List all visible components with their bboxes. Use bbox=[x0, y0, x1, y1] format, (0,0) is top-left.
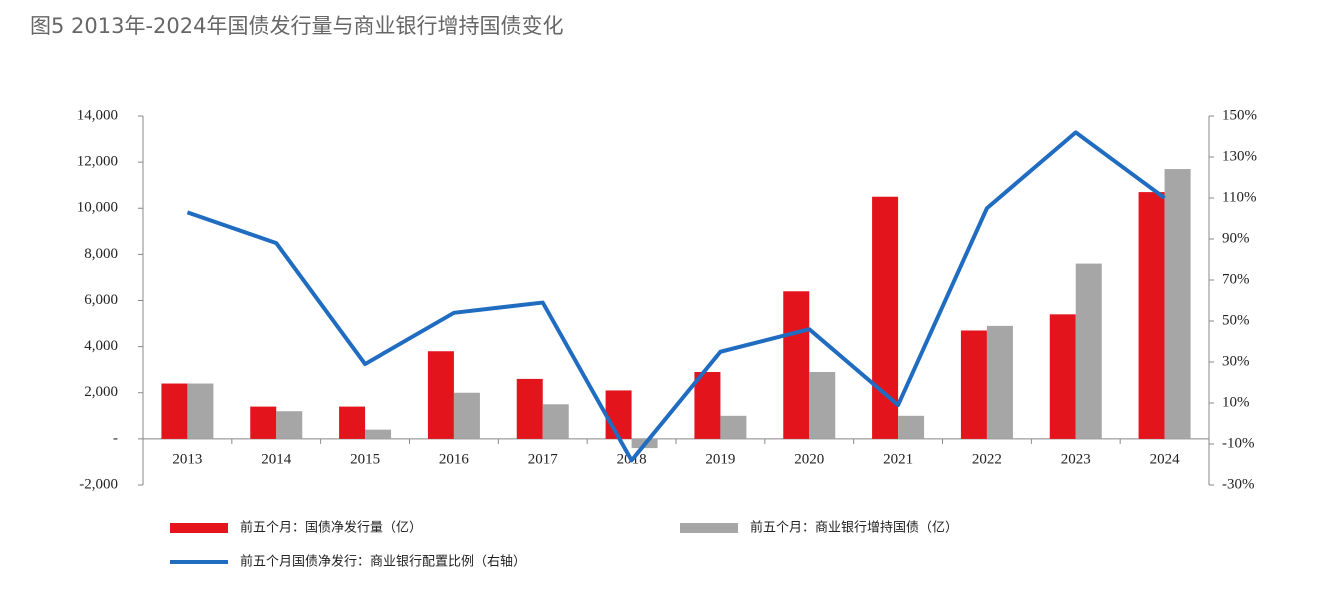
bar bbox=[250, 406, 277, 439]
legend-label: 前五个月：国债净发行量（亿） bbox=[240, 520, 422, 536]
chart-title: 图5 2013年-2024年国债发行量与商业银行增持国债变化 bbox=[30, 14, 564, 38]
bar bbox=[276, 411, 303, 439]
y2-tick-label: 10% bbox=[1222, 394, 1250, 410]
bar bbox=[365, 429, 392, 439]
line bbox=[186, 130, 1166, 463]
legend-label: 前五个月：商业银行增持国债（亿） bbox=[750, 520, 958, 536]
bar bbox=[161, 383, 188, 439]
y2-tick-label: 50% bbox=[1222, 312, 1250, 328]
x-tick-label: 2015 bbox=[350, 451, 380, 467]
bar bbox=[783, 291, 810, 439]
bar bbox=[605, 390, 632, 439]
bar bbox=[986, 325, 1013, 439]
y-tick-label: - bbox=[113, 430, 118, 446]
x-tick-label: 2019 bbox=[705, 451, 735, 467]
x-tick-label: 2013 bbox=[172, 451, 202, 467]
x-tick-label: 2024 bbox=[1150, 451, 1181, 467]
y2-tick-label: 30% bbox=[1222, 353, 1250, 369]
bar bbox=[960, 330, 987, 439]
bar bbox=[898, 415, 925, 439]
y2-tick-label: 110% bbox=[1222, 189, 1256, 205]
y-tick-label: 12,000 bbox=[77, 154, 118, 170]
y-tick-label: 4,000 bbox=[84, 338, 118, 354]
y2-tick-label: 90% bbox=[1222, 230, 1250, 246]
y2-tick-label: 70% bbox=[1222, 271, 1250, 287]
x-tick-label: 2021 bbox=[883, 451, 913, 467]
bar bbox=[339, 406, 366, 439]
x-tick-label: 2014 bbox=[261, 451, 292, 467]
y-tick-label: 8,000 bbox=[84, 246, 118, 262]
legend-swatch bbox=[170, 523, 228, 533]
x-tick-label: 2017 bbox=[528, 451, 559, 467]
legend-label: 前五个月国债净发行：商业银行配置比例（右轴） bbox=[240, 554, 526, 570]
x-tick-label: 2022 bbox=[972, 451, 1002, 467]
y2-tick-label: 130% bbox=[1222, 148, 1257, 164]
bar bbox=[872, 196, 899, 439]
bar bbox=[1075, 263, 1102, 439]
x-tick-label: 2016 bbox=[439, 451, 470, 467]
y-tick-label: 10,000 bbox=[77, 200, 118, 216]
legend-swatch bbox=[680, 523, 738, 533]
bar bbox=[1138, 192, 1165, 439]
y-tick-label: 2,000 bbox=[84, 384, 118, 400]
y-tick-label: -2,000 bbox=[79, 476, 118, 492]
bar bbox=[516, 378, 543, 439]
bar bbox=[720, 415, 747, 439]
y2-tick-label: 150% bbox=[1222, 107, 1257, 123]
y-tick-label: 6,000 bbox=[84, 292, 118, 308]
y2-tick-label: -10% bbox=[1222, 435, 1255, 451]
bar bbox=[187, 383, 214, 439]
bar bbox=[694, 371, 721, 439]
x-tick-label: 2023 bbox=[1061, 451, 1091, 467]
bar bbox=[542, 404, 569, 439]
y-tick-label: 14,000 bbox=[77, 107, 118, 123]
bar bbox=[1049, 314, 1076, 439]
bar bbox=[1164, 169, 1191, 439]
x-tick-label: 2020 bbox=[794, 451, 824, 467]
y2-tick-label: -30% bbox=[1222, 476, 1255, 492]
bar bbox=[427, 351, 454, 439]
bar bbox=[453, 392, 480, 439]
bar bbox=[809, 371, 836, 439]
